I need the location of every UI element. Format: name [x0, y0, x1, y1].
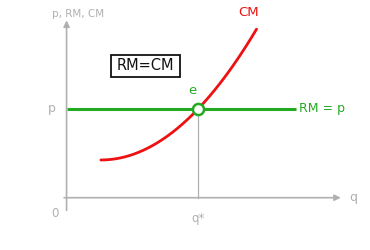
Text: q: q — [349, 191, 357, 204]
Text: RM = p: RM = p — [299, 102, 345, 115]
Text: p: p — [48, 102, 56, 115]
Text: RM=CM: RM=CM — [117, 58, 175, 73]
Text: q*: q* — [192, 212, 205, 225]
Text: p, RM, CM: p, RM, CM — [52, 9, 104, 19]
Text: 0: 0 — [51, 207, 58, 220]
Text: CM: CM — [238, 6, 259, 19]
Text: e: e — [188, 84, 196, 98]
Bar — [111, 54, 180, 77]
